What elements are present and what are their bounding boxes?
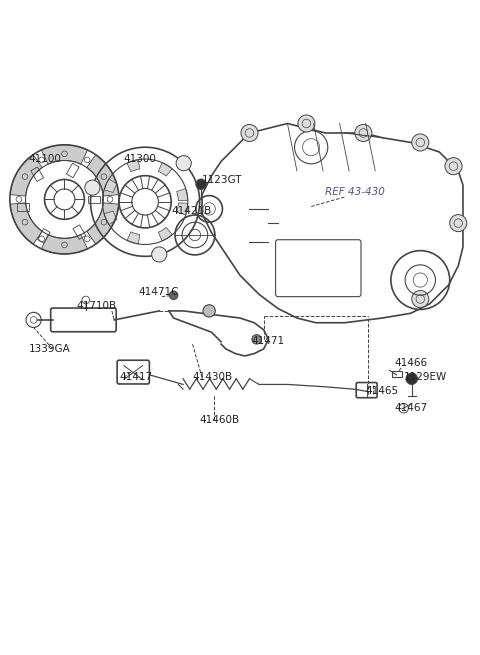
- Wedge shape: [177, 189, 188, 200]
- Text: 41460B: 41460B: [200, 415, 240, 424]
- Wedge shape: [158, 162, 172, 176]
- Circle shape: [241, 124, 258, 141]
- Circle shape: [152, 247, 167, 262]
- Wedge shape: [41, 145, 87, 164]
- Wedge shape: [10, 155, 42, 196]
- Circle shape: [85, 180, 100, 195]
- Circle shape: [298, 115, 315, 132]
- Circle shape: [252, 335, 261, 344]
- Circle shape: [176, 156, 192, 171]
- Circle shape: [412, 291, 429, 308]
- Text: 1129EW: 1129EW: [404, 372, 447, 382]
- Text: 41471: 41471: [252, 337, 285, 346]
- Wedge shape: [87, 155, 119, 196]
- Bar: [37, 229, 50, 243]
- Bar: [31, 167, 44, 181]
- Text: 41467: 41467: [394, 403, 427, 413]
- Circle shape: [203, 305, 216, 317]
- Circle shape: [445, 158, 462, 175]
- Bar: [16, 203, 29, 211]
- Text: 41100: 41100: [29, 154, 62, 164]
- Text: 41430B: 41430B: [192, 372, 233, 382]
- Wedge shape: [127, 232, 140, 244]
- Circle shape: [412, 134, 429, 151]
- Bar: [88, 196, 100, 203]
- Bar: [73, 225, 86, 239]
- Circle shape: [406, 373, 418, 384]
- Wedge shape: [104, 179, 117, 193]
- Circle shape: [196, 179, 206, 189]
- Wedge shape: [10, 203, 42, 244]
- Bar: [392, 371, 402, 377]
- Text: 41417: 41417: [119, 372, 152, 382]
- Wedge shape: [158, 227, 172, 241]
- Circle shape: [450, 215, 467, 232]
- Wedge shape: [104, 211, 117, 225]
- Text: 41421B: 41421B: [171, 206, 212, 216]
- Text: 41466: 41466: [394, 358, 427, 368]
- Wedge shape: [87, 203, 119, 244]
- Text: 41300: 41300: [124, 154, 156, 164]
- Text: 1339GA: 1339GA: [29, 344, 71, 354]
- Wedge shape: [177, 203, 188, 215]
- Circle shape: [169, 291, 178, 299]
- Text: 41471C: 41471C: [138, 287, 179, 297]
- Wedge shape: [127, 160, 140, 172]
- Text: REF 43-430: REF 43-430: [325, 187, 385, 197]
- Text: 1123GT: 1123GT: [202, 175, 242, 185]
- Wedge shape: [41, 234, 87, 254]
- Text: 41710B: 41710B: [76, 301, 117, 311]
- Bar: [66, 163, 79, 178]
- Text: 41465: 41465: [366, 386, 399, 396]
- Circle shape: [355, 124, 372, 141]
